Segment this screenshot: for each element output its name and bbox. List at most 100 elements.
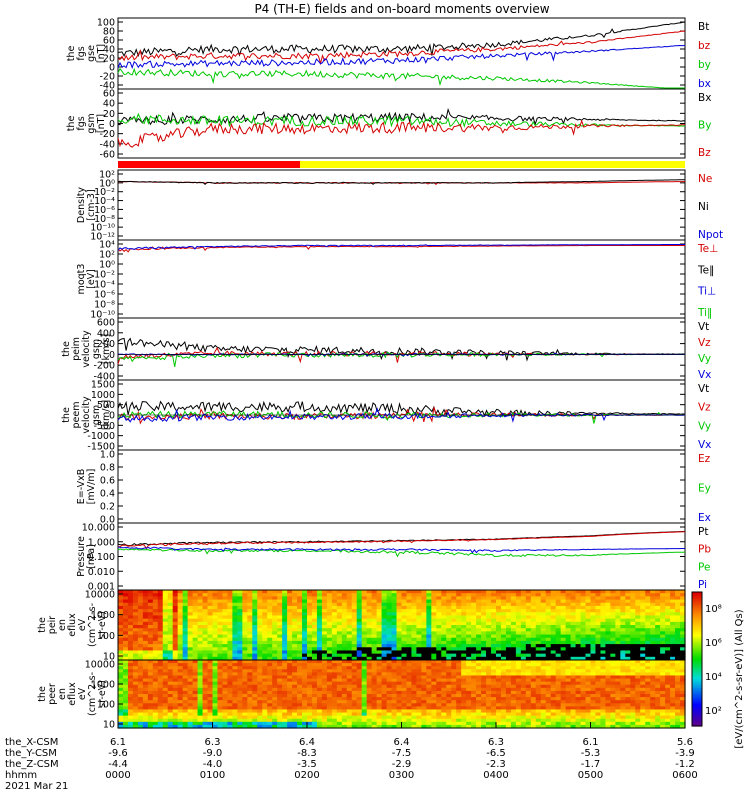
spectrogram-cell [147, 631, 154, 636]
spectrogram-cell [486, 709, 492, 714]
spectrogram-cell [182, 647, 189, 652]
spectrogram-cell [486, 640, 492, 645]
spectrogram-cell [451, 724, 457, 729]
spectrogram-cell [615, 590, 621, 594]
spectrogram-cell [167, 669, 174, 673]
spectrogram-cell [311, 628, 318, 632]
spectrogram-cell [545, 602, 552, 607]
spectrogram-cell [192, 721, 199, 726]
spectrogram-cell [391, 615, 398, 620]
spectrogram-cell [252, 666, 258, 670]
spectrogram-cell [217, 721, 224, 726]
spectrogram-cell [307, 669, 313, 673]
spectrogram-cell [192, 612, 199, 617]
spectrogram-cell [486, 644, 492, 648]
spectrogram-cell [650, 602, 656, 607]
spectrogram-cell [132, 709, 139, 714]
spectrogram-cell [307, 615, 313, 620]
spectrogram-cell [356, 672, 363, 677]
spectrogram-cell [311, 715, 318, 720]
spectrogram-cell [132, 634, 139, 639]
spectrogram-cell [118, 590, 124, 594]
spectrogram-cell [292, 687, 298, 692]
spectrogram-cell [481, 618, 487, 623]
spectrogram-cell [436, 669, 442, 673]
spectrogram-cell [297, 621, 303, 626]
spectrogram-cell [177, 653, 184, 658]
spectrogram-cell [630, 628, 636, 632]
spectrogram-cell [237, 715, 243, 720]
panel-frame [117, 522, 686, 591]
spectrogram-cell [441, 663, 447, 667]
spectrogram-cell [321, 721, 328, 726]
spectrogram-cell [262, 715, 268, 720]
spectrogram-cell [366, 640, 373, 645]
spectrogram-cell [555, 631, 562, 636]
spectrogram-cell [451, 612, 457, 617]
legend-label: Bz [698, 147, 711, 159]
spectrogram-cell [292, 631, 298, 636]
spectrogram-cell [152, 650, 159, 655]
spectrogram-cell [267, 712, 273, 717]
spectrogram-cell [371, 640, 378, 645]
spectrogram-cell [530, 590, 537, 594]
spectrogram-cell [426, 709, 432, 714]
spectrogram-cell [446, 650, 452, 655]
spectrogram-cell [192, 715, 199, 720]
spectrogram-cell [461, 625, 467, 629]
spectrogram-cell [625, 590, 631, 594]
spectrogram-cell [217, 712, 224, 717]
spectrogram-cell [416, 599, 422, 604]
spectrogram-cell [212, 599, 219, 604]
spectrogram-cell [545, 721, 552, 726]
spectrogram-cell [515, 612, 522, 617]
spectrogram-cell [118, 700, 124, 704]
spectrogram-cell [525, 634, 532, 639]
spectrogram-cell [560, 602, 567, 607]
spectrogram-cell [316, 637, 323, 642]
spectrogram-cell [371, 618, 378, 623]
spectrogram-cell [580, 694, 587, 698]
spectrogram-cell [177, 625, 184, 629]
spectrogram-cell [466, 621, 472, 626]
spectrogram-cell [421, 675, 427, 680]
spectrogram-cell [321, 647, 328, 652]
spectrogram-cell [496, 602, 502, 607]
spectrogram-cell [570, 681, 577, 686]
series-line-Te⊥ [117, 244, 685, 253]
spectrogram-cell [122, 675, 129, 680]
spectrogram-cell [267, 660, 273, 664]
spectrogram-cell [142, 637, 149, 642]
spectrogram-cell [635, 628, 641, 632]
spectrogram-cell [311, 593, 318, 597]
spectrogram-cell [461, 640, 467, 645]
spectrogram-cell [297, 675, 303, 680]
spectrogram-cell [600, 724, 607, 729]
spectrogram-cell [147, 612, 154, 617]
spectrogram-cell [222, 718, 229, 723]
spectrogram-cell [267, 703, 273, 707]
spectrogram-cell [496, 647, 502, 652]
spectrogram-cell [560, 687, 567, 692]
spectrogram-cell [555, 663, 562, 667]
y-axis-label-line: the [37, 617, 48, 633]
spectrogram-cell [590, 724, 597, 729]
spectrogram-cell [496, 709, 502, 714]
spectrogram-cell [257, 697, 263, 701]
spectrogram-cell [287, 675, 293, 680]
spectrogram-cell [356, 694, 363, 698]
spectrogram-cell [555, 724, 562, 729]
spectrogram-cell [277, 644, 283, 648]
spectrogram-cell [575, 631, 582, 636]
spectrogram-cell [217, 618, 224, 623]
spectrogram-cell [172, 681, 179, 686]
spectrogram-cell [346, 681, 353, 686]
spectrogram-cell [147, 602, 154, 607]
spectrogram-cell [356, 721, 363, 726]
spectrogram-cell [426, 712, 432, 717]
spectrogram-cell [500, 718, 507, 723]
spectrogram-cell [510, 612, 517, 617]
spectrogram-cell [262, 712, 268, 717]
spectrogram-cell [152, 590, 159, 594]
spectrogram-cell [177, 694, 184, 698]
